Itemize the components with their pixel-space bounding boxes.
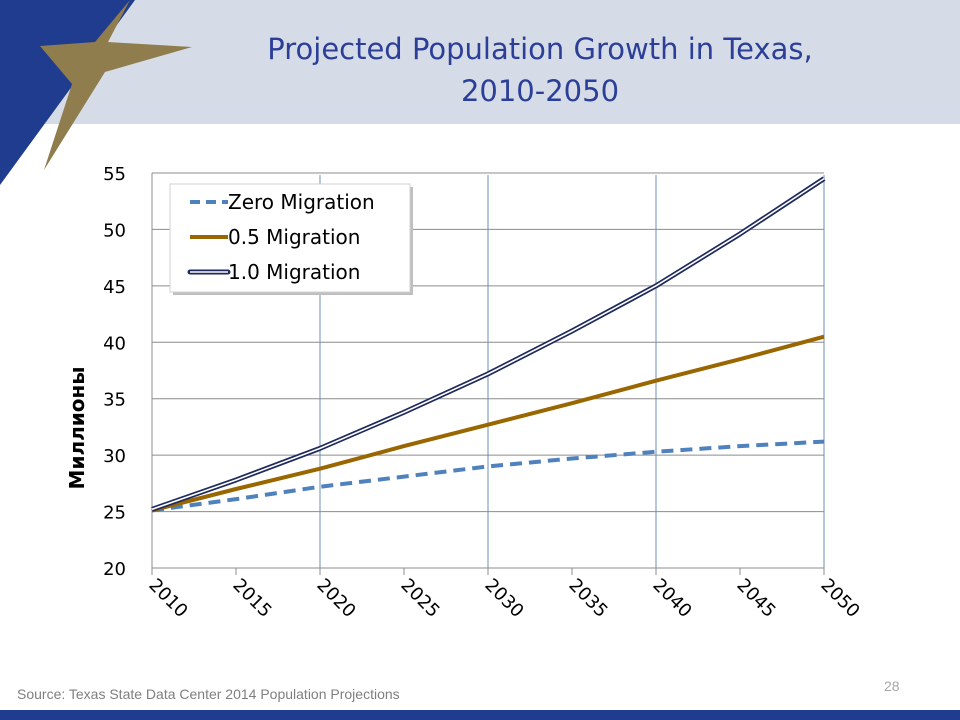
y-tick-label: 25: [103, 503, 126, 524]
chart-series: [151, 176, 826, 513]
x-tick-label: 2045: [732, 575, 779, 622]
page-number: 28: [884, 678, 900, 694]
x-tick-label: 2015: [228, 575, 275, 622]
star-logo: [0, 0, 192, 185]
y-tick-label: 35: [103, 390, 126, 411]
legend-label: Zero Migration: [228, 190, 375, 214]
x-tick-label: 2020: [312, 575, 359, 622]
x-tick-label: 2025: [396, 575, 443, 622]
x-tick-label: 2040: [648, 575, 695, 622]
x-tick-label: 2050: [816, 575, 863, 622]
series-half-migration-line: [151, 334, 825, 513]
bottom-band: [0, 710, 960, 720]
y-tick-label: 30: [103, 446, 126, 467]
source-note: Source: Texas State Data Center 2014 Pop…: [17, 686, 400, 702]
x-tick-label: 2010: [144, 575, 191, 622]
x-tick-label: 2030: [480, 575, 527, 622]
legend-label: 1.0 Migration: [228, 260, 360, 284]
x-tick-label: 2035: [564, 575, 611, 622]
y-axis-label: Миллионы: [65, 367, 89, 490]
y-tick-label: 45: [103, 277, 126, 298]
y-tick-label: 40: [103, 333, 126, 354]
header-band: [0, 0, 960, 124]
title-line-1: Projected Population Growth in Texas,: [267, 32, 813, 66]
y-tick-label: 55: [103, 164, 126, 185]
title-line-2: 2010-2050: [460, 74, 620, 108]
chart-legend: Zero Migration 0.5 Migration 1.0 Migration: [169, 183, 413, 295]
y-tick-label: 20: [103, 559, 126, 580]
legend-label: 0.5 Migration: [228, 225, 360, 249]
series-full-migration-inner: [151, 177, 825, 511]
y-tick-label: 50: [103, 220, 126, 241]
slide-title: Projected Population Growth in Texas, 20…: [140, 28, 940, 112]
